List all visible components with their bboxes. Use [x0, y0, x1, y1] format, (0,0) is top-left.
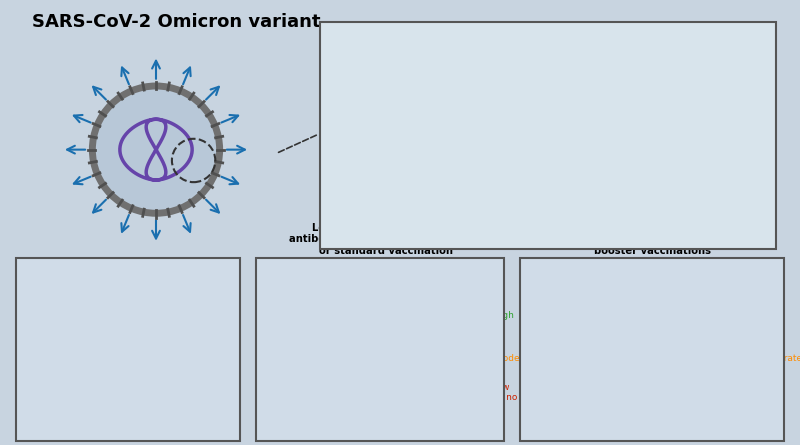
Text: Imdevimab: Imdevimab — [28, 391, 71, 400]
Ellipse shape — [503, 182, 575, 208]
Text: Casirivimab: Casirivimab — [28, 283, 74, 292]
Text: high: high — [758, 311, 778, 320]
Text: SARS-CoV-2 Omicron variant: SARS-CoV-2 Omicron variant — [32, 13, 321, 31]
Text: high: high — [494, 311, 514, 320]
Text: Low level of protection by
antibodies induced upon infection
or standard vaccina: Low level of protection by antibodies in… — [289, 222, 482, 256]
Ellipse shape — [89, 303, 175, 391]
Bar — [366, 356, 406, 414]
Y-axis label: Neutralization: Neutralization — [271, 320, 282, 388]
Text: moderate: moderate — [494, 354, 538, 363]
Circle shape — [39, 293, 74, 320]
Text: Resistant against several
therapeutic antibodies: Resistant against several therapeutic an… — [57, 266, 207, 287]
Text: Sotrovimab: Sotrovimab — [102, 418, 146, 427]
Bar — [438, 400, 478, 414]
Circle shape — [35, 393, 70, 420]
Text: Bamlanivimab: Bamlanivimab — [150, 283, 205, 292]
Circle shape — [94, 88, 218, 211]
Circle shape — [188, 393, 222, 420]
Ellipse shape — [346, 60, 504, 166]
Text: low
or no: low or no — [758, 383, 782, 402]
Y-axis label: Neutralization: Neutralization — [527, 320, 538, 388]
Text: Spike protein contains >30 mutations: Spike protein contains >30 mutations — [415, 29, 681, 42]
Circle shape — [184, 293, 218, 320]
Ellipse shape — [390, 70, 478, 132]
Bar — [701, 368, 742, 414]
Ellipse shape — [649, 128, 728, 189]
Text: Moderate level of protection by
heterologous and
booster vaccinations: Moderate level of protection by heterolo… — [563, 222, 741, 256]
Bar — [550, 308, 591, 414]
Ellipse shape — [528, 157, 568, 193]
Ellipse shape — [99, 310, 156, 371]
Ellipse shape — [592, 74, 715, 181]
Bar — [626, 340, 666, 414]
Text: low
or no: low or no — [494, 383, 518, 402]
Bar — [294, 328, 334, 414]
Ellipse shape — [578, 64, 746, 212]
Text: moderate: moderate — [758, 354, 800, 363]
Ellipse shape — [363, 125, 486, 232]
Text: Etesevimab: Etesevimab — [150, 391, 194, 400]
